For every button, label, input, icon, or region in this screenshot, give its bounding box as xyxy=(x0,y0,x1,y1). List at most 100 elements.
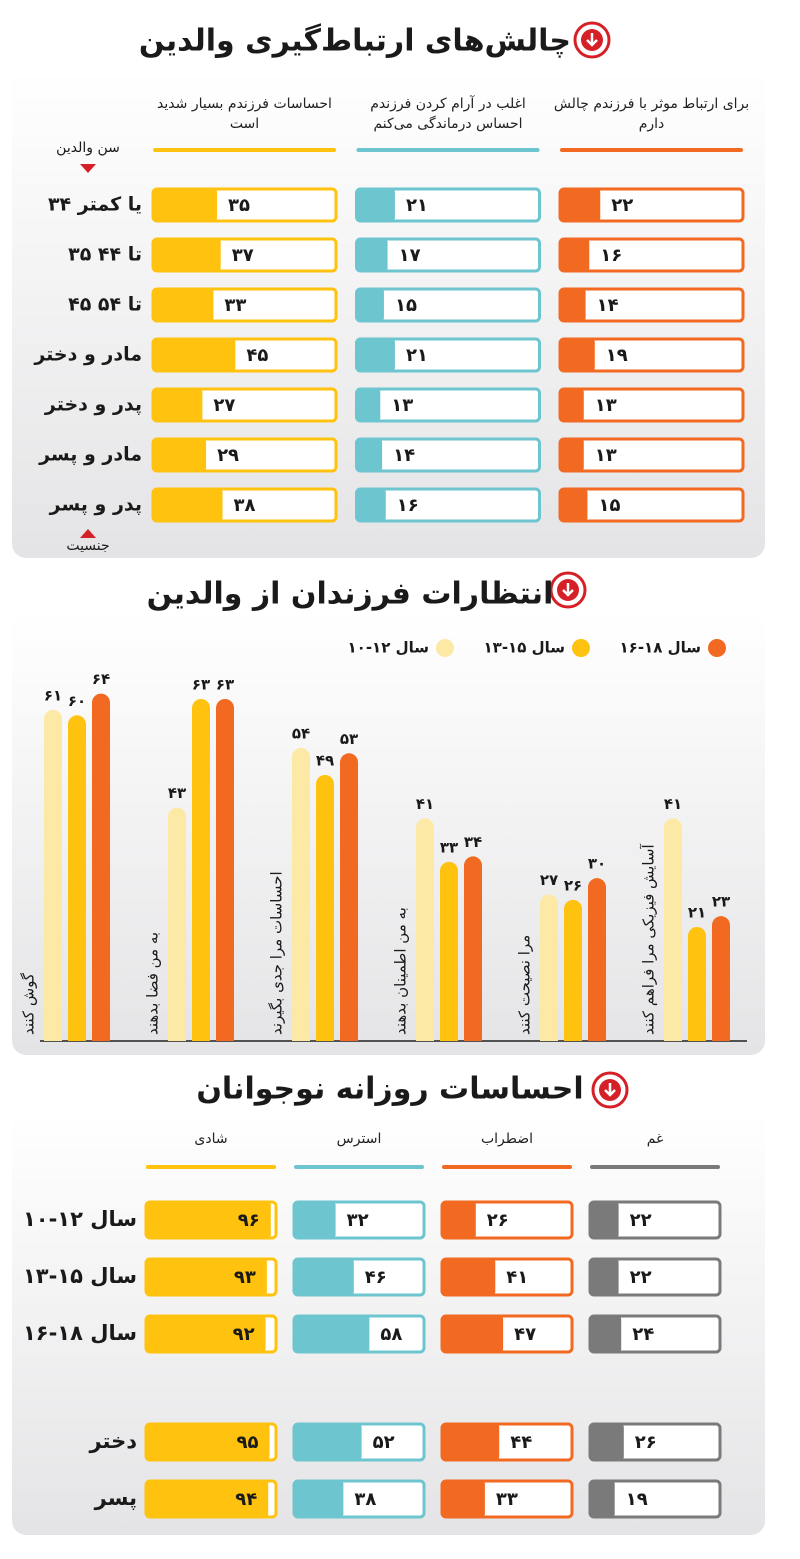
bar xyxy=(712,916,730,1041)
value-label: ۱۳ xyxy=(595,395,617,416)
chart-title: انتظارات فرزندان از والدین xyxy=(147,577,554,612)
row-label: ۴۵ تا ۵۴ xyxy=(68,294,142,316)
value-label: ۱۶ xyxy=(600,245,622,266)
legend-label: ۱۳-۱۵ سال xyxy=(484,639,565,657)
bar-frame xyxy=(558,437,745,473)
bar-frame xyxy=(355,437,541,473)
title-icon xyxy=(591,1071,629,1109)
bar xyxy=(192,699,210,1041)
bar xyxy=(590,1316,622,1352)
bar xyxy=(664,818,682,1041)
bar xyxy=(294,1202,336,1238)
x-tick-label: به من اطمینان بدهند xyxy=(392,907,410,1035)
row-label: ۱۳-۱۵ سال xyxy=(23,1264,137,1288)
bar xyxy=(416,818,434,1041)
row-label: پدر و پسر xyxy=(49,494,142,516)
value-label: ۲۷ xyxy=(540,871,558,889)
value-label: ۳۳ xyxy=(440,838,458,856)
bar xyxy=(440,861,458,1041)
legend-label: برای ارتباط موثر با فرزندم چالش دارم xyxy=(553,96,750,132)
bar xyxy=(590,1481,615,1517)
bar xyxy=(146,1316,266,1352)
value-label: ۱۹ xyxy=(626,1489,648,1510)
value-label: ۹۶ xyxy=(238,1210,260,1231)
marker xyxy=(80,164,96,173)
bar xyxy=(560,389,584,421)
bar xyxy=(442,1481,485,1517)
bar xyxy=(442,1424,500,1460)
row-label: دختر xyxy=(88,1429,137,1453)
x-tick-label: آسایش فیزیکی مرا فراهم کنند xyxy=(640,844,658,1035)
value-label: ۲۴ xyxy=(632,1324,654,1345)
x-tick-label: گوش کنند xyxy=(20,972,38,1035)
bar xyxy=(153,189,218,221)
value-label: ۱۴ xyxy=(597,295,619,316)
value-label: ۴۷ xyxy=(514,1324,536,1345)
value-label: ۶۰ xyxy=(68,692,86,710)
value-label: ۲۷ xyxy=(213,395,235,416)
value-label: ۳۲ xyxy=(347,1210,369,1231)
bar xyxy=(153,289,214,321)
legend-line xyxy=(590,1165,720,1169)
bar-frame xyxy=(558,287,745,323)
legend-label: شادی xyxy=(194,1131,228,1147)
bar xyxy=(292,747,310,1041)
value-label: ۱۹ xyxy=(606,345,628,366)
value-label: ۹۴ xyxy=(235,1489,257,1510)
bar xyxy=(560,239,590,271)
legend-label: ۱۰-۱۲ سال xyxy=(348,639,429,657)
bar xyxy=(153,489,223,521)
value-label: ۴۱ xyxy=(506,1267,528,1288)
value-label: ۲۶ xyxy=(635,1432,657,1453)
annotation: جنسیت xyxy=(66,538,109,554)
bar xyxy=(294,1424,362,1460)
value-label: ۲۲ xyxy=(611,195,633,216)
bar-frame xyxy=(558,387,745,423)
value-label: ۱۵ xyxy=(395,295,417,316)
legend-line xyxy=(294,1165,424,1169)
value-label: ۲۱ xyxy=(406,345,428,366)
bar xyxy=(146,1424,270,1460)
bar xyxy=(590,1202,619,1238)
value-label: ۶۳ xyxy=(192,676,210,694)
value-label: ۱۷ xyxy=(399,245,421,266)
value-label: ۴۹ xyxy=(316,752,334,770)
value-label: ۴۶ xyxy=(365,1267,387,1288)
value-label: ۳۴ xyxy=(464,833,482,851)
bar xyxy=(564,899,582,1041)
legend-marker xyxy=(708,639,726,657)
value-label: ۵۲ xyxy=(373,1432,395,1453)
value-label: ۵۳ xyxy=(340,730,358,748)
value-label: ۲۲ xyxy=(630,1267,652,1288)
bar xyxy=(153,439,207,471)
value-label: ۳۳ xyxy=(496,1489,518,1510)
bar xyxy=(146,1202,271,1238)
value-label: ۲۹ xyxy=(217,445,239,466)
bar xyxy=(442,1259,496,1295)
bar xyxy=(560,339,595,371)
bar xyxy=(294,1481,344,1517)
row-label: ۱۰-۱۲ سال xyxy=(23,1207,137,1231)
bar xyxy=(356,439,383,471)
bar xyxy=(153,389,203,421)
value-label: ۹۵ xyxy=(237,1432,259,1453)
value-label: ۳۷ xyxy=(232,245,254,266)
legend-label: اغلب در آرام کردن فرزندم احساس درماندگی … xyxy=(370,96,526,132)
value-label: ۱۵ xyxy=(598,495,620,516)
legend-label: ۱۶-۱۸ سال xyxy=(620,639,701,657)
value-label: ۵۸ xyxy=(380,1324,402,1345)
value-label: ۲۱ xyxy=(688,904,706,922)
value-label: ۴۵ xyxy=(246,345,268,366)
bar xyxy=(560,439,584,471)
title-icon xyxy=(573,21,611,59)
bar xyxy=(92,693,110,1041)
bar xyxy=(560,189,601,221)
value-label: ۴۳ xyxy=(168,784,186,802)
legend-line xyxy=(560,148,743,152)
value-label: ۱۳ xyxy=(595,445,617,466)
bar xyxy=(540,894,558,1041)
bar xyxy=(44,709,62,1041)
value-label: ۳۸ xyxy=(234,495,256,516)
annotation: سن والدین xyxy=(56,140,120,156)
